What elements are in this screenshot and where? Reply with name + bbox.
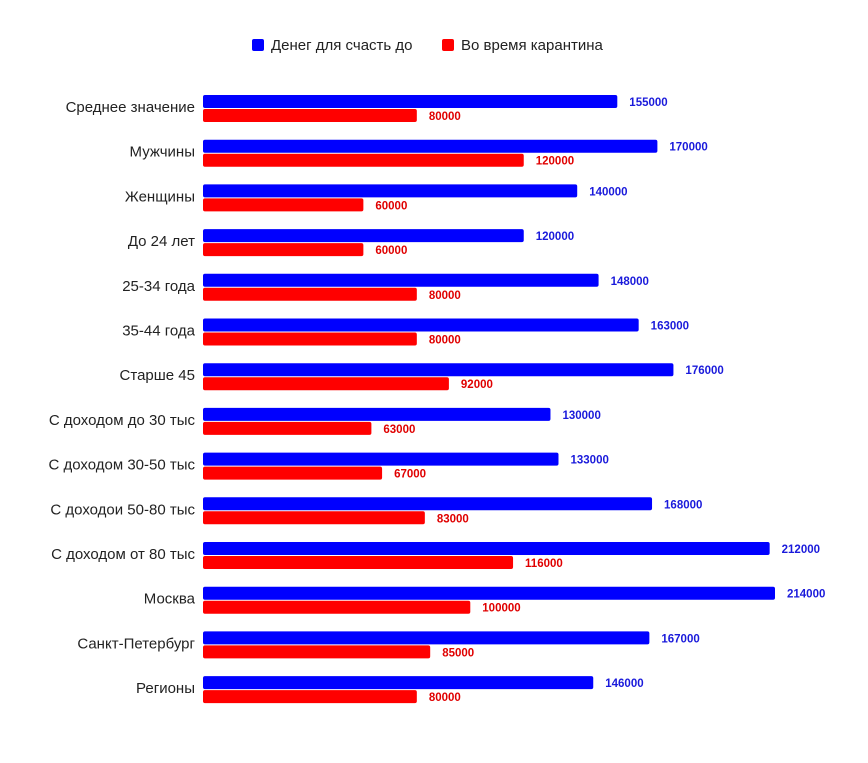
- bar-series-2: [203, 287, 417, 301]
- data-label-series-2: 92000: [461, 379, 493, 391]
- category-label: Старше 45: [120, 367, 195, 384]
- category-label: С доходои 50-80 тыс: [50, 501, 195, 518]
- data-label-series-2: 100000: [482, 603, 520, 615]
- category-label: Регионы: [136, 680, 195, 697]
- data-label-series-2: 67000: [394, 469, 426, 481]
- data-label-series-2: 60000: [375, 245, 407, 257]
- bar-series-1: [203, 95, 618, 108]
- bar-series-1: [203, 407, 551, 421]
- bar-series-2: [203, 690, 417, 704]
- data-label-series-1: 212000: [782, 544, 820, 556]
- data-label-series-1: 214000: [787, 589, 825, 601]
- data-label-series-2: 80000: [429, 290, 461, 302]
- data-label-series-2: 60000: [375, 200, 407, 212]
- data-label-series-2: 116000: [525, 558, 563, 570]
- category-label: С доходом от 80 тыс: [51, 546, 195, 563]
- legend: Денег для счасть до Во время карантина: [252, 37, 604, 54]
- category-label: Москва: [144, 591, 196, 608]
- bar-series-2: [203, 377, 449, 391]
- bar-series-2: [203, 645, 431, 659]
- bar-series-1: [203, 497, 653, 511]
- bar-series-2: [203, 153, 524, 167]
- data-label-series-1: 176000: [685, 365, 723, 377]
- data-label-series-2: 83000: [437, 513, 469, 525]
- data-label-series-1: 163000: [651, 321, 689, 333]
- bar-series-2: [203, 466, 383, 480]
- legend-swatch-series-1: [252, 39, 264, 51]
- category-label: 35-44 года: [122, 323, 195, 340]
- bar-series-1: [203, 452, 559, 466]
- data-label-series-1: 120000: [536, 231, 574, 243]
- data-label-series-1: 140000: [589, 186, 627, 198]
- category-label: Среднее значение: [66, 99, 195, 116]
- data-label-series-2: 63000: [383, 424, 415, 436]
- data-label-series-1: 146000: [605, 678, 643, 690]
- data-label-series-1: 130000: [562, 410, 600, 422]
- bar-series-2: [203, 198, 364, 212]
- legend-label-series-1: Денег для счасть до: [271, 37, 413, 54]
- bar-series-1: [203, 363, 674, 377]
- plot-area: Среднее значение 155000 80000 Мужчины 170000…: [48, 95, 825, 704]
- bar-series-1: [203, 318, 639, 332]
- bar-series-2: [203, 600, 471, 614]
- data-label-series-1: 148000: [611, 276, 649, 288]
- bar-series-2: [203, 421, 372, 435]
- data-label-series-1: 155000: [629, 97, 667, 109]
- data-label-series-1: 133000: [570, 455, 608, 467]
- bar-series-2: [203, 556, 514, 569]
- bar-series-1: [203, 586, 775, 600]
- bar-series-2: [203, 243, 364, 257]
- data-label-series-2: 80000: [429, 111, 461, 123]
- bar-series-2: [203, 511, 425, 525]
- bar-series-1: [203, 139, 658, 153]
- data-label-series-1: 167000: [661, 633, 699, 645]
- data-label-series-2: 120000: [536, 156, 574, 168]
- bar-series-2: [203, 332, 417, 346]
- legend-swatch-series-2: [442, 39, 454, 51]
- data-label-series-2: 80000: [429, 335, 461, 347]
- bar-series-1: [203, 184, 578, 198]
- bar-series-1: [203, 273, 599, 287]
- bar-series-1: [203, 631, 650, 645]
- bar-series-2: [203, 109, 417, 122]
- data-label-series-2: 80000: [429, 692, 461, 704]
- bar-series-1: [203, 676, 594, 690]
- category-label: До 24 лет: [128, 233, 195, 250]
- category-label: Женщины: [125, 188, 195, 205]
- category-label: Мужчины: [130, 144, 195, 161]
- category-label: Санкт-Петербург: [77, 635, 195, 652]
- category-label: С доходом до 30 тыс: [49, 412, 196, 429]
- bar-series-1: [203, 542, 770, 555]
- category-label: 25-34 года: [122, 278, 195, 295]
- data-label-series-2: 85000: [442, 647, 474, 659]
- category-label: С доходом 30-50 тыс: [48, 457, 195, 474]
- data-label-series-1: 170000: [669, 142, 707, 154]
- bar-series-1: [203, 229, 524, 243]
- legend-label-series-2: Во время карантина: [461, 37, 604, 54]
- data-label-series-1: 168000: [664, 499, 702, 511]
